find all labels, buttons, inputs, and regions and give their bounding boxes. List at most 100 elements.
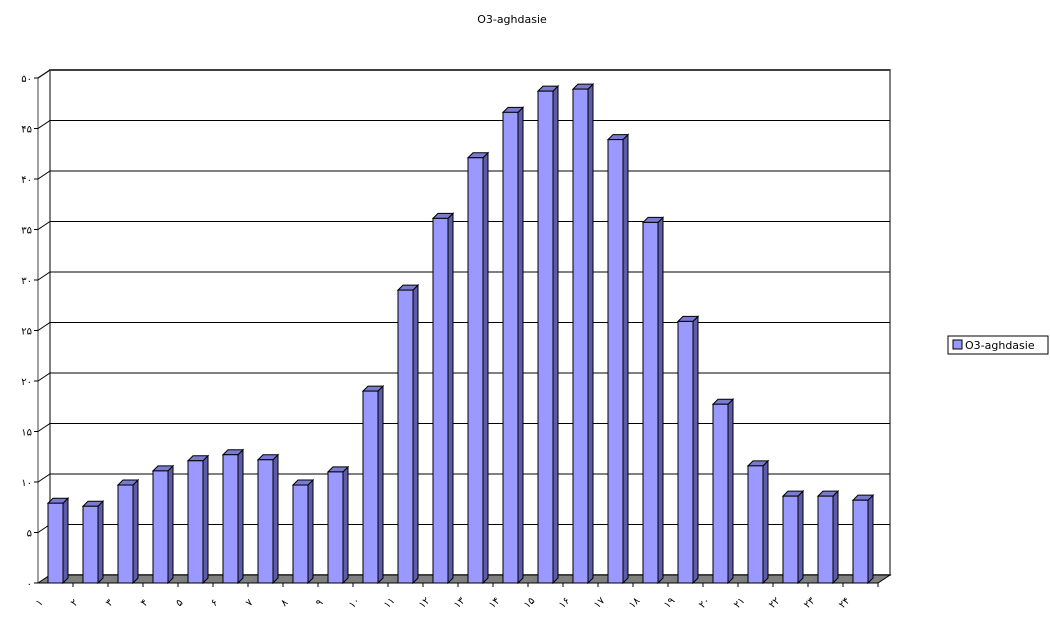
chart-title: O3-aghdasie: [477, 13, 547, 26]
bar-side: [517, 106, 524, 585]
bar: [81, 500, 105, 585]
bar-front: [502, 111, 519, 584]
y-tick-label: ۰: [27, 579, 32, 590]
x-tick-label: ۱۶: [557, 596, 572, 611]
x-tick-label: ۱۸: [627, 595, 643, 611]
y-tick-label: ۳۵: [21, 226, 32, 237]
bar: [641, 216, 665, 585]
bar: [571, 82, 595, 585]
bar-side: [587, 82, 594, 585]
y-axis: ۰ ۵ ۱۰ ۱۵ ۲۰ ۲۵ ۳۰ ۳۵ ۴۰ ۴۵ ۵۰: [21, 74, 38, 590]
gridline: [37, 69, 890, 79]
x-tick-label: ۲۳: [802, 595, 818, 611]
bar: [466, 151, 490, 585]
bar-front: [187, 460, 204, 584]
bar-front: [327, 471, 344, 584]
x-tick-label: ۳: [104, 597, 116, 609]
x-tick-label: ۱۱: [382, 596, 397, 611]
bar: [396, 283, 420, 585]
y-tick-label: ۳۰: [21, 276, 32, 287]
bar-side: [447, 212, 454, 585]
bar-side: [97, 500, 104, 585]
y-tick-label: ۲۰: [21, 377, 32, 388]
bar: [711, 398, 735, 585]
bar: [536, 84, 560, 585]
x-tick-label: ۲۰: [697, 596, 712, 611]
bar-side: [657, 216, 664, 585]
x-tick-label: ۹: [314, 597, 326, 609]
legend-label: O3-aghdasie: [965, 339, 1035, 352]
y-tick-label: ۲۵: [21, 327, 32, 338]
bar-front: [817, 495, 834, 584]
bar: [116, 478, 140, 585]
x-axis: ۱ ۲ ۳ ۴ ۵ ۶ ۷ ۸ ۹ ۱۰ ۱۱ ۱۲ ۱۳ ۱۴ ۱۵ ۱۶ ۱۷ ۱۸ ۱۹ ۲۰ ۲۱ ۲۲ ۲۳ ۲۴: [34, 582, 879, 611]
bar-front: [152, 470, 169, 584]
bar: [46, 497, 70, 585]
x-tick-label: ۱: [34, 597, 46, 609]
bar-front: [677, 320, 694, 584]
bar-side: [167, 464, 174, 585]
bar-front: [397, 289, 414, 584]
bar: [816, 489, 840, 585]
bar-front: [572, 88, 589, 584]
bar-side: [867, 493, 874, 585]
gridline: [37, 120, 890, 129]
x-tick-label: ۱۲: [417, 596, 432, 611]
bar: [151, 464, 175, 585]
bar-front: [117, 484, 134, 584]
bar-side: [797, 489, 804, 585]
bar-side: [342, 465, 349, 585]
bar-side: [307, 478, 314, 585]
bar-front: [222, 454, 239, 584]
bar-side: [622, 133, 629, 585]
x-tick-label: ۲: [69, 597, 81, 609]
bar-side: [832, 489, 839, 585]
x-tick-label: ۶: [209, 597, 221, 609]
y-tick-label: ۱۰: [21, 478, 32, 489]
bar-front: [607, 139, 624, 584]
bar: [781, 489, 805, 585]
bar-side: [237, 448, 244, 585]
bar-side: [62, 497, 69, 585]
bar-front: [712, 403, 729, 584]
bar-front: [537, 90, 554, 584]
bar-side: [692, 315, 699, 585]
bar-side: [202, 454, 209, 585]
bar-side: [377, 384, 384, 585]
bar-front: [782, 495, 799, 584]
x-tick-label: ۱۳: [452, 595, 468, 611]
x-tick-label: ۵: [174, 597, 186, 609]
y-tick-label: ۴۰: [21, 175, 32, 186]
bar-side: [482, 151, 489, 585]
bar: [501, 106, 525, 585]
x-tick-label: ۲۲: [767, 596, 782, 611]
bar-series: [46, 82, 875, 585]
y-tick-label: ۴۵: [21, 125, 32, 136]
bar-front: [82, 505, 99, 584]
x-tick-label: ۲۴: [837, 596, 852, 611]
y-tick-label: ۵: [27, 529, 32, 540]
bar-side: [762, 459, 769, 585]
legend-swatch: [952, 339, 963, 350]
x-tick-label: ۷: [244, 597, 256, 609]
bar: [361, 384, 385, 585]
bar: [291, 478, 315, 585]
bar-side: [132, 478, 139, 585]
bar: [326, 465, 350, 585]
bar-front: [292, 484, 309, 584]
bar-side: [272, 453, 279, 585]
bar: [606, 133, 630, 585]
bar-side: [412, 283, 419, 585]
bar: [676, 315, 700, 585]
bar: [221, 448, 245, 585]
y-tick-label: ۵۰: [21, 74, 32, 85]
x-tick-label: ۱۹: [662, 596, 677, 611]
x-tick-label: ۱۷: [592, 595, 608, 611]
bar-front: [362, 390, 379, 584]
bar-front: [467, 157, 484, 584]
bar-front: [47, 502, 64, 584]
bar-front: [432, 217, 449, 584]
bar-side: [552, 84, 559, 585]
bar-front: [257, 459, 274, 584]
